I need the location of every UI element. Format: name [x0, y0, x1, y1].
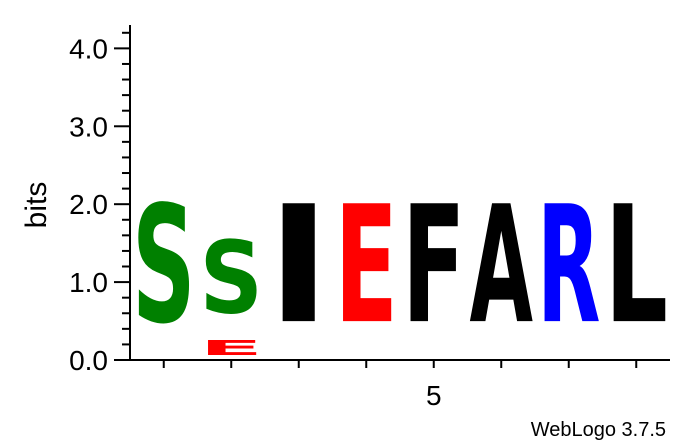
x-tick-label: 5	[426, 380, 442, 411]
logo-glyph-a-pos6: A	[470, 172, 533, 360]
y-axis-label: bits	[20, 182, 53, 229]
svg-text:L: L	[605, 171, 668, 360]
svg-text:E: E	[335, 173, 399, 361]
logo-glyph-r-pos7: R	[537, 172, 600, 360]
svg-text:F: F	[402, 173, 466, 361]
logo-glyph-f-pos5: F	[402, 173, 466, 361]
glyph-layer: S ES I E F A R L	[132, 171, 668, 361]
svg-text:R: R	[537, 172, 600, 360]
svg-text:A: A	[470, 172, 533, 360]
logo-glyph-s-pos2: S	[200, 221, 263, 337]
axis-layer	[129, 25, 670, 361]
x-tick-layer: 5	[162, 360, 638, 411]
y-tick-label: 3.0	[69, 111, 108, 142]
logo-glyph-e-pos2: E	[200, 337, 263, 360]
y-tick-label: 2.0	[69, 189, 108, 220]
y-tick-label: 0.0	[69, 345, 108, 376]
y-tick-layer: 0.0 1.0 2.0 3.0 4.0	[69, 31, 130, 376]
svg-text:S: S	[200, 221, 263, 337]
logo-glyph-e-pos4: E	[335, 173, 399, 361]
weblogo-credit: WebLogo 3.7.5	[531, 419, 666, 441]
y-tick-label: 4.0	[69, 33, 108, 64]
logo-glyph-s-pos1: S	[132, 171, 195, 360]
logo-glyph-l-pos8: L	[605, 171, 668, 360]
svg-text:I: I	[267, 172, 330, 360]
y-tick-label: 1.0	[69, 267, 108, 298]
svg-text:S: S	[132, 171, 195, 360]
logo-glyph-i-pos3: I	[267, 172, 330, 360]
svg-text:E: E	[200, 337, 263, 360]
